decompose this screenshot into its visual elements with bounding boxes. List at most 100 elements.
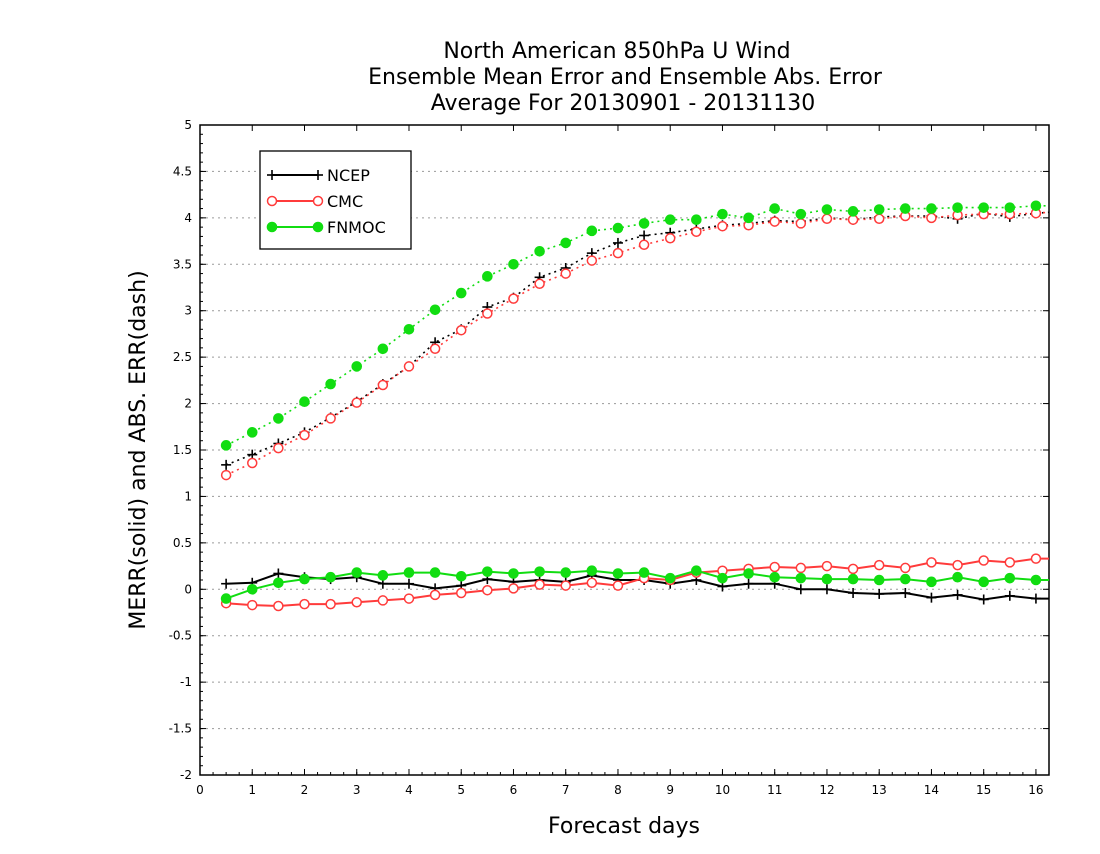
data-point-merr-cmc [508,583,519,594]
data-point-merr-cmc [847,563,859,575]
data-point-abserr-cmc [664,233,676,244]
x-tick-label: 16 [1028,783,1043,797]
data-point-abserr-cmc [717,220,728,232]
data-point-merr-fnmoc [743,568,754,579]
data-point-merr-fnmoc [246,583,258,595]
data-point-merr-ncep [821,584,832,595]
data-point-abserr-fnmoc [873,204,885,215]
data-point-merr-ncep [403,578,414,589]
x-tick-label: 9 [666,783,674,797]
data-point-abserr-cmc [586,255,598,266]
data-point-abserr-cmc [351,397,362,408]
data-point-merr-ncep [874,588,885,599]
data-point-merr-cmc [1030,553,1042,564]
data-point-abserr-fnmoc [220,440,232,451]
data-point-abserr-fnmoc [1030,200,1042,212]
data-point-merr-cmc [612,580,624,591]
legend-label-cmc: CMC [327,192,363,211]
data-point-abserr-fnmoc [900,203,911,214]
data-point-abserr-fnmoc [847,206,859,217]
data-point-merr-fnmoc [717,572,728,584]
y-tick-label: 5 [184,118,192,132]
x-tick-label: 11 [767,783,782,797]
data-point-abserr-cmc [691,226,702,238]
data-point-merr-cmc [299,598,310,610]
data-point-merr-cmc [1004,557,1016,568]
data-point-abserr-fnmoc [821,204,833,215]
data-point-abserr-fnmoc [717,208,728,220]
legend-marker-ncep [267,170,277,180]
data-point-merr-cmc [821,560,833,572]
data-point-merr-fnmoc [873,574,885,586]
data-point-merr-fnmoc [508,568,519,579]
data-point-merr-fnmoc [978,576,989,588]
legend-label-fnmoc: FNMOC [327,218,386,237]
data-point-abserr-cmc [377,379,389,391]
data-point-merr-ncep [1030,593,1041,604]
data-point-merr-cmc [534,579,545,590]
y-tick-label: 3.5 [173,257,192,271]
title-line-1: North American 850hPa U Wind [443,39,790,64]
data-point-merr-ncep [978,594,989,605]
x-tick-label: 14 [924,783,939,797]
data-point-abserr-fnmoc [534,245,545,257]
legend-marker-fnmoc [266,221,278,233]
data-point-merr-cmc [560,580,571,591]
data-point-abserr-cmc [455,324,467,336]
x-tick-label: 5 [457,783,465,797]
data-point-abserr-fnmoc [691,214,702,226]
data-point-merr-ncep [952,589,963,600]
data-point-merr-fnmoc [1030,574,1042,586]
data-point-abserr-fnmoc [638,218,650,229]
series-line-abserr-fnmoc [225,205,1049,447]
x-tick-label: 3 [353,783,361,797]
data-point-merr-cmc [377,595,389,606]
axes: -2-1.5-1-0.500.511.522.533.544.550 1 2 3 4 5 6… [169,118,1050,797]
x-tick-label: 2 [301,783,309,797]
data-point-abserr-cmc [508,293,519,304]
data-point-abserr-cmc [769,216,780,227]
data-point-merr-cmc [325,598,336,610]
data-point-merr-fnmoc [429,567,441,578]
data-point-merr-cmc [926,557,937,568]
data-point-merr-fnmoc [847,573,859,585]
data-point-abserr-cmc [560,268,571,279]
data-point-merr-fnmoc [220,593,232,604]
data-point-merr-fnmoc [403,567,415,578]
x-tick-label: 12 [819,783,834,797]
y-tick-label: 1 [184,489,192,503]
plot-series [220,200,1050,612]
data-point-merr-fnmoc [273,577,284,589]
data-point-abserr-fnmoc [403,323,415,335]
data-point-merr-fnmoc [638,567,650,578]
data-point-abserr-cmc [273,442,284,454]
legend: NCEP CMC FNMOC [259,150,412,250]
data-point-abserr-fnmoc [952,202,963,213]
grid [200,170,1049,730]
data-point-abserr-cmc [534,278,545,290]
data-point-merr-ncep [1004,590,1015,601]
data-point-merr-ncep [926,592,937,603]
data-point-abserr-cmc [220,469,232,481]
data-point-merr-cmc [873,559,885,571]
x-axis-title: Forecast days [548,814,700,839]
data-point-merr-cmc [952,559,963,571]
x-tick-label: 15 [976,783,991,797]
data-point-abserr-fnmoc [273,413,284,424]
y-tick-label: 3 [184,304,192,318]
x-tick-label: 8 [614,783,622,797]
data-point-merr-fnmoc [586,565,598,577]
y-tick-label: 4 [184,211,192,225]
y-tick-label: -2 [180,768,192,782]
data-point-abserr-fnmoc [612,222,624,234]
y-axis-title: MERR(solid) and ABS. ERR(dash) [126,270,151,629]
data-point-merr-ncep [221,578,232,589]
y-tick-label: 2 [184,397,192,411]
data-point-abserr-fnmoc [482,271,493,282]
data-point-abserr-cmc [638,239,650,251]
y-tick-label: -0.5 [169,629,192,643]
data-point-abserr-fnmoc [325,378,336,390]
series-line-merr-ncep [226,572,1049,601]
